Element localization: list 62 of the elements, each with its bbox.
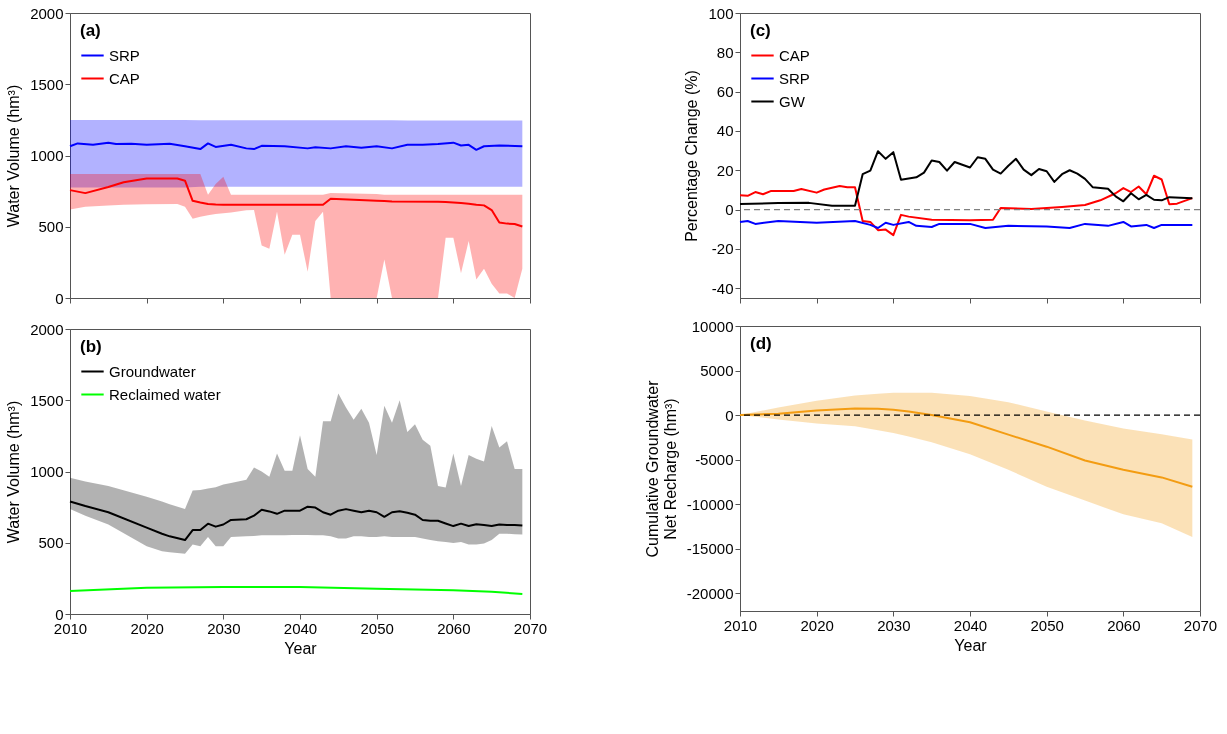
x-tick-label: 2050 [360, 619, 394, 637]
y-axis-title: Percentage Change (%) [683, 70, 701, 242]
legend-label: SRP [779, 69, 810, 87]
line-series [69, 500, 524, 542]
legend-label: CAP [779, 46, 810, 64]
y-tick-label: 2000 [30, 4, 64, 22]
y-tick-label: 500 [38, 218, 64, 236]
legend-label: CAP [109, 69, 140, 87]
x-tick-label: 2030 [207, 619, 241, 637]
line-series [739, 150, 1194, 207]
y-tick-label: 10000 [691, 317, 734, 335]
y-tick-label: -10000 [686, 495, 734, 513]
y-tick-label: 20 [716, 161, 734, 179]
x-tick-label: 2020 [800, 616, 834, 634]
line-series [739, 407, 1194, 488]
x-tick-label: 2070 [513, 619, 548, 637]
line-series [69, 177, 524, 228]
chart-title: (b) [80, 337, 102, 356]
x-axis-title: Year [954, 636, 988, 654]
x-tick-label: 2010 [723, 616, 758, 634]
y-tick-label: -20000 [686, 584, 734, 602]
y-tick-label: 1500 [30, 391, 64, 409]
legend-label: Groundwater [109, 362, 196, 380]
y-tick-label: 0 [725, 201, 734, 219]
y-tick-label: 100 [708, 4, 734, 22]
x-axis-title: Year [284, 639, 318, 657]
chart-title: (c) [750, 21, 771, 40]
y-tick-label: -40 [711, 279, 734, 297]
x-tick-label: 2060 [1107, 616, 1141, 634]
y-axis-title: Cumulative Groundwater Net Recharge (hm³) [643, 379, 679, 558]
y-tick-label: 1000 [30, 147, 64, 164]
line-series [69, 141, 524, 151]
x-tick-label: 2070 [1183, 616, 1218, 634]
legend-label: GW [779, 92, 806, 110]
y-tick-label: -15000 [686, 540, 734, 558]
y-axis-title: Water Volume (hm³) [5, 84, 23, 228]
y-axis-title: Water Volume (hm³) [5, 400, 23, 544]
y-tick-label: 40 [716, 122, 734, 140]
y-tick-label: -5000 [695, 451, 734, 469]
line-series [69, 585, 524, 595]
x-tick-label: 2040 [953, 616, 988, 634]
y-tick-label: 0 [725, 406, 734, 424]
y-tick-label: 80 [716, 43, 734, 61]
y-tick-label: 2000 [30, 320, 64, 338]
chart-title: (a) [80, 21, 101, 40]
line-series [739, 174, 1194, 237]
y-tick-label: -20 [711, 240, 734, 258]
x-tick-label: 2050 [1030, 616, 1064, 634]
y-tick-label: 1500 [30, 75, 64, 93]
y-tick-label: 0 [55, 289, 64, 307]
y-tick-label: 5000 [700, 362, 734, 380]
line-series [739, 219, 1194, 230]
y-tick-label: 60 [716, 83, 734, 101]
x-tick-label: 2030 [877, 616, 911, 634]
legend-label: Reclaimed water [109, 385, 221, 403]
chart-title: (d) [750, 334, 772, 353]
x-tick-label: 2020 [130, 619, 164, 637]
x-tick-label: 2060 [437, 619, 471, 637]
y-tick-label: 1000 [30, 463, 64, 480]
legend-label: SRP [109, 46, 140, 64]
y-tick-label: 500 [38, 534, 64, 552]
x-tick-label: 2040 [283, 619, 318, 637]
